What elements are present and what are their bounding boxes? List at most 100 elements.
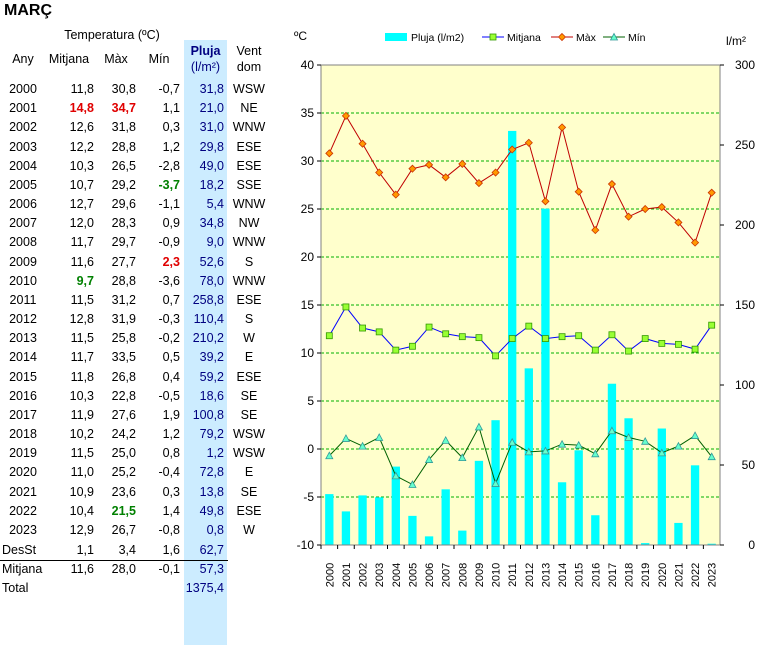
cell-mitjana: 10,4: [69, 503, 94, 518]
ytick-left-label: 0: [307, 442, 314, 456]
cell-pluja: 49,8: [199, 503, 224, 518]
cell-min: 1,2: [162, 427, 180, 442]
cell-any: 2003: [9, 139, 37, 154]
header-any: Any: [12, 52, 34, 66]
marker-min: [358, 441, 367, 450]
marker-min: [541, 446, 550, 455]
marker-mitjana: [442, 330, 450, 338]
xtick-label: 2023: [707, 563, 719, 587]
ytick-right-label: 50: [742, 458, 756, 472]
table-row: 2014 11,7 33,5 0,5 39,2 E: [0, 348, 282, 367]
legend-swatch-pluja: [385, 33, 407, 41]
unit-left-label: ºC: [294, 29, 307, 43]
marker-min: [424, 455, 434, 463]
cell-mitjana: 11,9: [70, 407, 94, 422]
ytick-left-label: 25: [301, 202, 315, 216]
marker-mitjana: [641, 335, 649, 343]
cell-vent: ESE: [236, 503, 262, 518]
cell-max: 29,2: [111, 177, 136, 192]
cell-max: 28,3: [111, 216, 136, 231]
xtick-label: 2011: [507, 563, 519, 587]
cell-mitjana: 11,5: [70, 292, 94, 307]
header-pluja-unit: (l/m²): [190, 60, 221, 74]
cell-pluja: 18,2: [199, 177, 224, 192]
marker-max: [707, 188, 716, 197]
cell-vent: ESE: [236, 292, 262, 307]
cell-mitjana: 11,7: [70, 235, 94, 250]
summary-pluja: 57,3: [199, 562, 224, 577]
cell-min: 0,5: [162, 350, 180, 365]
summary-min: -0,1: [158, 562, 180, 577]
cell-max: 28,8: [111, 139, 136, 154]
bar-pluja: [341, 511, 351, 545]
cell-mitjana: 11,0: [70, 465, 94, 480]
marker-mitjana: [658, 339, 666, 347]
xtick-label: 2022: [690, 563, 702, 587]
cell-mitjana: 14,8: [69, 101, 94, 116]
bar-pluja: [674, 522, 683, 545]
cell-any: 2016: [9, 388, 37, 403]
cell-pluja: 1,2: [206, 446, 224, 461]
bar-pluja: [441, 489, 450, 545]
xtick-label: 2017: [607, 563, 619, 587]
cell-vent: WNW: [232, 235, 266, 250]
marker-mitjana: [575, 332, 583, 340]
cell-max: 31,8: [111, 120, 136, 135]
cell-vent: S: [244, 312, 254, 327]
cell-pluja: 100,8: [192, 407, 224, 422]
table-row: 2010 9,7 28,8 -3,6 78,0 WNW: [0, 272, 282, 291]
ytick-right-label: 150: [735, 298, 755, 312]
cell-vent: WSW: [233, 427, 265, 442]
legend-marker-min: [609, 32, 619, 41]
cell-mitjana: 10,3: [69, 158, 94, 173]
cell-any: 2013: [9, 331, 37, 346]
cell-pluja: 31,8: [199, 82, 224, 96]
cell-max: 33,5: [111, 350, 136, 365]
marker-max: [358, 139, 367, 148]
cell-any: 2010: [9, 273, 37, 288]
marker-max: [524, 138, 533, 147]
cell-min: -3,7: [158, 177, 180, 192]
table-row: 2023 12,9 26,7 -0,8 0,8 W: [0, 521, 282, 540]
cell-vent: WNW: [232, 273, 266, 288]
marker-min: [674, 441, 683, 450]
summary-max: 3,4: [118, 543, 136, 558]
table-row: 2009 11,6 27,7 2,3 52,6 S: [0, 253, 282, 272]
cell-max: 26,8: [111, 369, 136, 384]
cell-max: 25,8: [111, 331, 136, 346]
cell-pluja: 39,2: [199, 350, 224, 365]
marker-min: [325, 451, 334, 460]
cell-mitjana: 11,8: [70, 369, 94, 384]
cell-vent: ESE: [236, 369, 262, 384]
bar-pluja: [557, 482, 567, 545]
table-row: 2000 11,8 30,8 -0,7 31,8 WSW: [0, 80, 282, 99]
table-row: 2003 12,2 28,8 1,2 29,8 ESE: [0, 138, 282, 157]
cell-min: -1,1: [158, 197, 180, 212]
legend-label-Mitjana: Mitjana: [507, 32, 541, 44]
cell-any: 2000: [9, 82, 37, 96]
xtick-label: 2008: [457, 563, 469, 587]
ytick-left-label: 40: [301, 58, 315, 72]
cell-mitjana: 12,8: [69, 312, 94, 327]
cell-pluja: 49,0: [199, 158, 224, 173]
cell-pluja: 31,0: [199, 120, 224, 135]
bar-pluja: [358, 495, 367, 545]
bar-pluja: [657, 428, 666, 545]
data-table: Temperatura (ºC) Any Mitjana Màx Mín Plu…: [0, 26, 282, 645]
cell-max: 25,2: [111, 465, 136, 480]
bar-pluja: [325, 494, 334, 545]
marker-mitjana: [625, 347, 632, 355]
cell-pluja: 78,0: [199, 273, 224, 288]
legend-label-Màx: Màx: [576, 32, 597, 44]
cell-vent: SSE: [236, 177, 262, 192]
cell-max: 24,2: [111, 427, 136, 442]
marker-max: [641, 204, 650, 214]
cell-any: 2006: [9, 197, 37, 212]
marker-max: [657, 203, 666, 212]
cell-vent: W: [243, 522, 255, 537]
summary-separator: [0, 560, 228, 561]
summary-label: Mitjana: [2, 562, 43, 577]
cell-max: 30,8: [111, 82, 136, 96]
bar-pluja: [624, 418, 633, 545]
cell-max: 23,6: [111, 484, 136, 499]
